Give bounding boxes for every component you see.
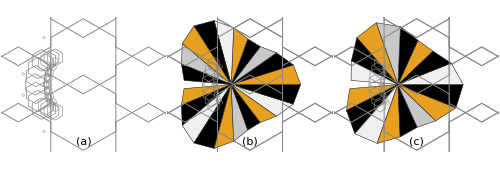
Polygon shape: [398, 63, 463, 84]
Polygon shape: [398, 27, 418, 84]
Polygon shape: [231, 84, 260, 130]
Polygon shape: [214, 84, 234, 148]
Polygon shape: [182, 26, 231, 84]
Polygon shape: [398, 40, 433, 84]
Text: (a): (a): [76, 137, 91, 147]
Text: (c): (c): [409, 137, 424, 147]
Polygon shape: [231, 53, 294, 84]
Polygon shape: [398, 84, 463, 108]
Polygon shape: [231, 84, 248, 141]
Polygon shape: [355, 84, 398, 143]
Polygon shape: [346, 84, 398, 111]
Polygon shape: [398, 84, 417, 137]
Polygon shape: [182, 84, 231, 143]
Text: (b): (b): [242, 137, 258, 147]
Polygon shape: [231, 84, 300, 104]
Polygon shape: [182, 84, 231, 105]
Polygon shape: [351, 61, 398, 84]
Polygon shape: [377, 84, 400, 143]
Polygon shape: [346, 84, 398, 134]
Polygon shape: [182, 64, 231, 84]
Polygon shape: [357, 23, 398, 84]
Polygon shape: [231, 84, 294, 116]
Polygon shape: [231, 84, 276, 122]
Polygon shape: [231, 28, 248, 84]
Polygon shape: [182, 43, 231, 84]
Polygon shape: [194, 21, 231, 84]
Polygon shape: [398, 84, 436, 127]
Polygon shape: [376, 23, 400, 84]
Polygon shape: [398, 84, 456, 121]
Polygon shape: [231, 47, 276, 84]
Polygon shape: [182, 84, 231, 126]
Polygon shape: [231, 65, 300, 84]
Polygon shape: [214, 21, 234, 84]
Polygon shape: [231, 39, 260, 84]
Polygon shape: [398, 51, 452, 84]
Polygon shape: [352, 38, 398, 84]
Polygon shape: [194, 84, 231, 148]
